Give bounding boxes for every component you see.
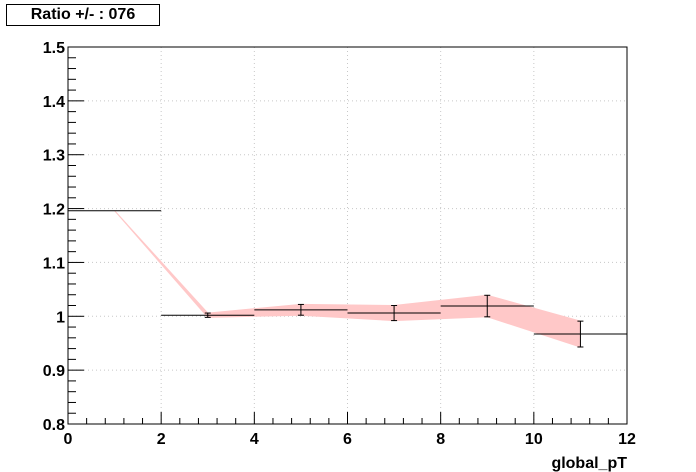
x-tick-label: 2 <box>157 431 166 448</box>
data-point <box>440 294 534 318</box>
data-point <box>533 320 627 348</box>
grid-layer <box>68 47 627 424</box>
y-tick-label: 0.9 <box>43 363 65 380</box>
x-tick-label: 0 <box>64 431 73 448</box>
data-point <box>254 303 348 316</box>
x-tick-label: 6 <box>343 431 352 448</box>
y-tick-label: 1.1 <box>43 255 65 272</box>
y-tick-label: 1.4 <box>43 94 65 111</box>
y-tick-label: 1.3 <box>43 148 65 165</box>
x-tick-label: 8 <box>436 431 445 448</box>
axis-ticks <box>67 46 628 425</box>
tick-labels: 0 2 4 6 8 10 12 0.8 0.9 1 1.1 1.2 1.3 1.4 1.5 <box>43 40 636 448</box>
data-point <box>161 312 255 318</box>
data-points-layer <box>68 210 627 348</box>
x-tick-label: 12 <box>618 431 636 448</box>
data-point <box>347 305 441 322</box>
x-tick-label: 10 <box>525 431 543 448</box>
y-tick-label: 1 <box>56 309 65 326</box>
y-tick-label: 1.5 <box>43 40 65 57</box>
x-tick-label: 4 <box>250 431 259 448</box>
chart-title: Ratio +/- : 076 <box>6 4 160 26</box>
y-tick-label: 1.2 <box>43 202 65 219</box>
x-axis-title: global_pT <box>551 455 627 472</box>
y-tick-label: 0.8 <box>43 417 65 434</box>
